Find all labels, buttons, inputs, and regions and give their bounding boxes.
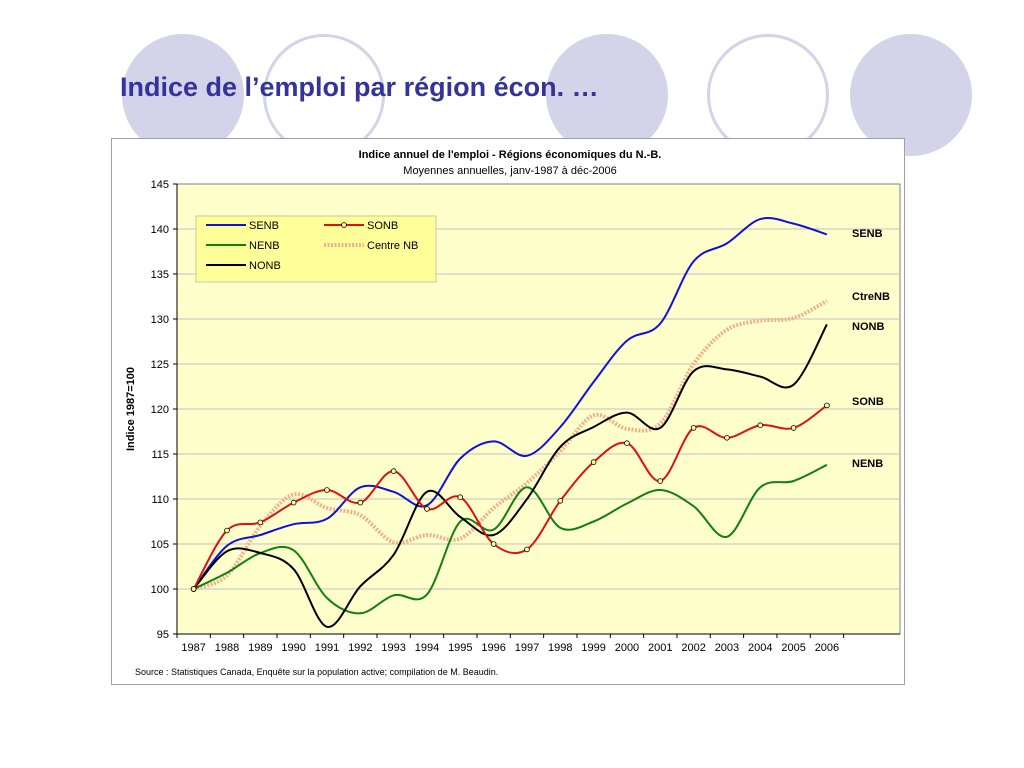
legend-label: SENB xyxy=(249,220,279,232)
decor-circle-5 xyxy=(850,34,972,156)
y-tick-label: 130 xyxy=(151,314,169,326)
series-sonb xyxy=(190,402,830,592)
y-axis-label: Indice 1987=100 xyxy=(125,367,137,451)
end-labels: SENB SONB NENB CtreNB NONB xyxy=(852,228,890,470)
series-line-nenb xyxy=(193,463,828,615)
legend-item-nenb: NENB xyxy=(206,240,280,252)
data-point-sonb xyxy=(557,497,564,504)
data-point-sonb xyxy=(290,499,297,506)
x-tick-label: 2004 xyxy=(748,642,772,654)
data-point-sonb xyxy=(824,402,830,409)
x-tick-label: 1995 xyxy=(448,642,472,654)
y-tick-label: 95 xyxy=(157,629,169,641)
legend-label: NENB xyxy=(249,240,280,252)
y-tick-label: 145 xyxy=(151,179,169,191)
chart-title: Indice annuel de l'emploi - Régions écon… xyxy=(359,149,662,161)
y-tick-label: 100 xyxy=(151,584,169,596)
y-tick-label: 105 xyxy=(151,539,169,551)
x-tick-label: 1993 xyxy=(381,642,405,654)
data-point-sonb xyxy=(690,425,697,431)
chart-source: Source : Statistiques Canada, Enquête su… xyxy=(135,667,498,677)
x-tick-label: 2005 xyxy=(781,642,805,654)
x-tick-label: 2006 xyxy=(815,642,839,654)
x-tick-label: 2002 xyxy=(681,642,705,654)
x-tick-label: 1998 xyxy=(548,642,572,654)
data-point-sonb xyxy=(757,422,764,429)
x-tick-label: 1996 xyxy=(481,642,505,654)
chart-panel: Indice annuel de l'emploi - Régions écon… xyxy=(111,138,905,685)
x-tick-label: 1987 xyxy=(181,642,205,654)
legend-label: SONB xyxy=(367,220,398,232)
end-label-sonb: SONB xyxy=(852,396,884,408)
data-point-sonb xyxy=(790,425,797,431)
x-tick-label: 2000 xyxy=(615,642,639,654)
series-lines xyxy=(190,217,830,628)
data-point-sonb xyxy=(424,506,430,512)
slide-title: Indice de l’emploi par région écon. … xyxy=(120,72,599,102)
end-label-centre-nb: CtreNB xyxy=(852,291,890,303)
legend-item-senb: SENB xyxy=(206,220,279,232)
legend: SENB SONB NENB Centre NB NONB xyxy=(195,215,437,283)
legend-item-nonb: NONB xyxy=(206,260,281,272)
data-point-sonb xyxy=(357,499,364,506)
legend-marker xyxy=(341,222,347,228)
decor-circle-3 xyxy=(546,34,668,156)
end-label-senb: SENB xyxy=(852,228,883,240)
data-point-sonb xyxy=(524,546,530,553)
data-point-sonb xyxy=(624,440,630,447)
x-tick-label: 1988 xyxy=(215,642,239,654)
y-tick-label: 110 xyxy=(151,494,169,506)
legend-label: NONB xyxy=(249,260,281,272)
data-point-sonb xyxy=(324,487,330,493)
x-tick-label: 2003 xyxy=(715,642,739,654)
data-point-sonb xyxy=(457,494,464,501)
data-point-sonb xyxy=(724,434,730,441)
series-line-nonb xyxy=(192,323,828,628)
legend-item-centre-nb: Centre NB xyxy=(324,240,418,252)
y-tick-label: 115 xyxy=(151,449,169,461)
data-point-sonb xyxy=(657,478,664,484)
x-tick-label: 1992 xyxy=(348,642,372,654)
chart-subtitle: Moyennes annuelles, janv-1987 à déc-2006 xyxy=(403,165,616,177)
end-label-nenb: NENB xyxy=(852,458,883,470)
x-tick-label: 1991 xyxy=(315,642,339,654)
data-point-sonb xyxy=(590,459,597,465)
axes: 95 100 105 110 115 120 125 130 135 140 145 1987 1988… xyxy=(151,179,900,654)
y-tick-label: 125 xyxy=(151,359,169,371)
x-tick-label: 2001 xyxy=(648,642,672,654)
data-point-sonb xyxy=(224,527,230,534)
legend-item-sonb: SONB xyxy=(324,220,398,232)
y-tick-label: 135 xyxy=(151,269,169,281)
x-tick-label: 1990 xyxy=(281,642,305,654)
x-tick-label: 1989 xyxy=(248,642,272,654)
line-chart: Indice annuel de l'emploi - Régions écon… xyxy=(125,149,901,677)
data-point-sonb xyxy=(490,541,497,547)
data-point-sonb xyxy=(257,519,264,526)
x-tick-label: 1999 xyxy=(581,642,605,654)
legend-label: Centre NB xyxy=(367,240,418,252)
y-tick-label: 140 xyxy=(151,224,169,236)
series-line-senb xyxy=(192,217,828,590)
x-tick-label: 1994 xyxy=(415,642,439,654)
end-label-nonb: NONB xyxy=(852,321,884,333)
data-point-sonb xyxy=(190,586,197,592)
legend-box xyxy=(195,215,437,283)
y-tick-label: 120 xyxy=(151,404,169,416)
x-tick-label: 1997 xyxy=(515,642,539,654)
data-point-sonb xyxy=(390,468,397,474)
decor-circle-1 xyxy=(122,34,244,156)
